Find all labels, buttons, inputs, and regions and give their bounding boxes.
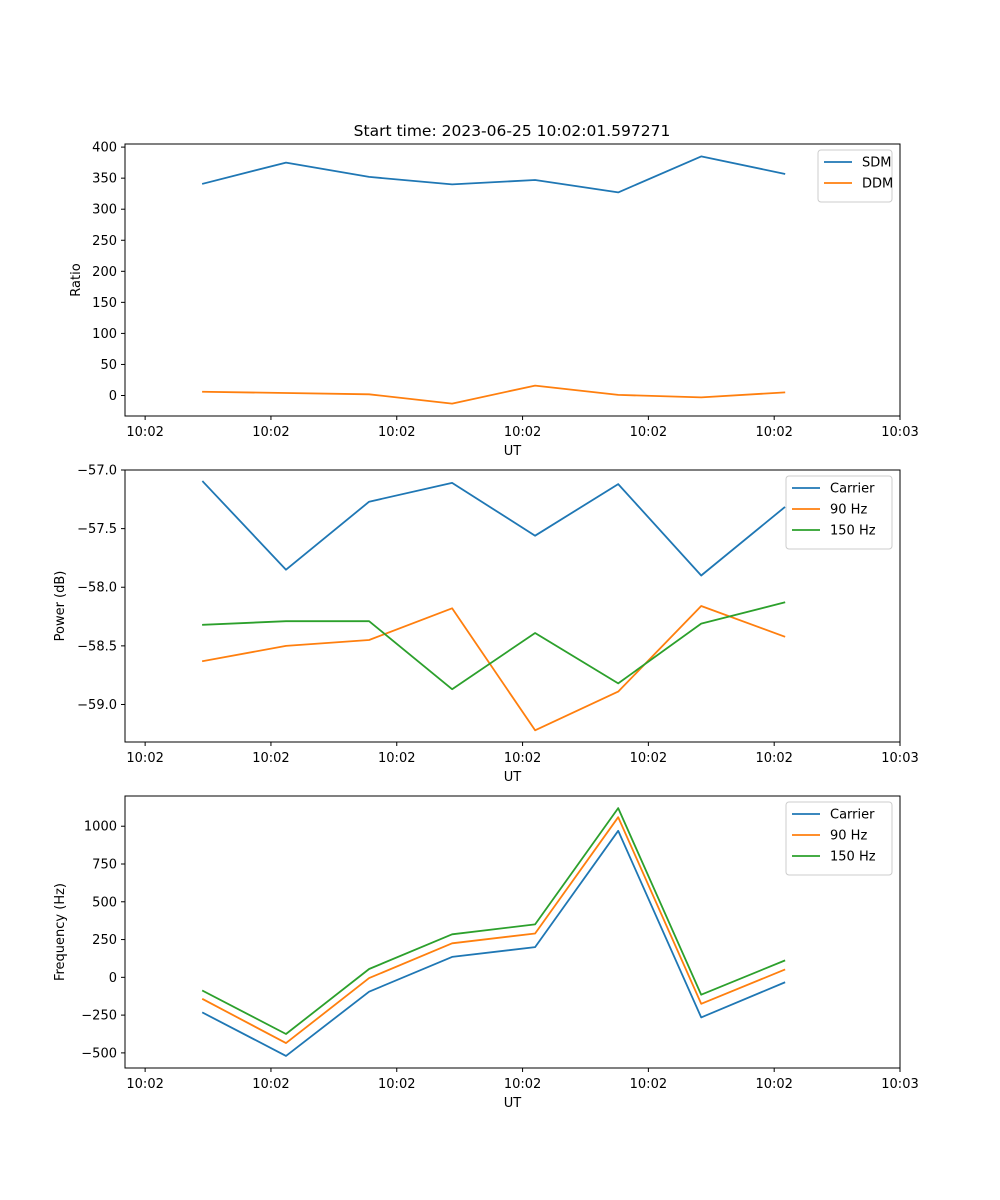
y-axis-label: Ratio [69, 263, 84, 296]
x-tick-label: 10:02 [755, 425, 792, 440]
y-tick-label: 300 [92, 203, 117, 218]
legend-entry: Carrier [830, 482, 875, 497]
axes-frame [124, 795, 901, 1069]
legend: Carrier 90 Hz 150 Hz [785, 801, 893, 876]
series-line-carrier [201, 480, 786, 577]
x-tick-label: 10:02 [252, 1077, 289, 1092]
x-tick-label: 10:02 [630, 751, 667, 766]
x-tick-label: 10:02 [630, 425, 667, 440]
legend-entry: 90 Hz [830, 829, 867, 844]
series-line-150-hz [202, 601, 786, 691]
x-axis-label: UT [504, 1096, 522, 1111]
x-tick-label: 10:02 [252, 751, 289, 766]
y-tick-label: −57.0 [77, 464, 117, 479]
panels: 10:02 10:02 10:02 10:02 10:02 10:02 10:03 0 50 10… [53, 141, 919, 1111]
y-tick-label: −59.0 [77, 698, 117, 713]
series-line-150-hz [201, 807, 786, 1035]
x-tick-label: 10:02 [378, 425, 415, 440]
y-tick-label: −250 [81, 1009, 117, 1024]
y-tick-label: −57.5 [77, 522, 117, 537]
y-tick-label: 150 [92, 296, 117, 311]
y-tick-label: 400 [92, 141, 117, 156]
x-tick-label: 10:03 [881, 425, 918, 440]
y-tick-label: 0 [109, 389, 117, 404]
x-tick-label: 10:02 [504, 425, 541, 440]
x-tick-label: 10:02 [378, 1077, 415, 1092]
x-axis-label: UT [504, 770, 522, 785]
legend-entry: 150 Hz [830, 524, 876, 539]
x-tick-label: 10:02 [630, 1077, 667, 1092]
legend-entry: SDM [862, 156, 891, 171]
axes-frame [124, 469, 901, 743]
chart-title: Start time: 2023-06-25 10:02:01.597271 [354, 122, 671, 140]
series-line-sdm [201, 155, 786, 194]
y-tick-label: 100 [92, 327, 117, 342]
legend: Carrier 90 Hz 150 Hz [785, 475, 893, 550]
panel-1: 10:02 10:02 10:02 10:02 10:02 10:02 10:03 0 50 10… [69, 141, 919, 459]
legend-entry: 150 Hz [830, 850, 876, 865]
y-tick-label: −500 [81, 1046, 117, 1061]
y-tick-label: 500 [92, 895, 117, 910]
y-tick-label: −58.5 [77, 639, 117, 654]
series-line-90-hz [201, 816, 786, 1044]
x-tick-label: 10:02 [252, 425, 289, 440]
x-tick-label: 10:02 [126, 751, 163, 766]
panel-3: 10:02 10:02 10:02 10:02 10:02 10:02 10:03 −500 −… [53, 795, 919, 1111]
legend: SDM DDM [817, 149, 893, 203]
y-axis-label: Frequency (Hz) [53, 883, 68, 981]
y-tick-label: 350 [92, 172, 117, 187]
y-tick-label: 200 [92, 265, 117, 280]
x-tick-label: 10:02 [504, 751, 541, 766]
y-tick-label: −58.0 [77, 581, 117, 596]
panel-2: 10:02 10:02 10:02 10:02 10:02 10:02 10:03 −59.0… [53, 464, 919, 786]
legend-box [817, 149, 893, 203]
series-line-90-hz [201, 605, 786, 732]
legend-entry: 90 Hz [830, 503, 867, 518]
y-tick-label: 750 [92, 858, 117, 873]
y-tick-label: 1000 [84, 820, 117, 835]
y-tick-label: 250 [92, 933, 117, 948]
series-line-carrier [201, 829, 786, 1057]
axes-frame [124, 143, 901, 417]
x-tick-label: 10:02 [504, 1077, 541, 1092]
y-tick-label: 0 [109, 971, 117, 986]
y-axis-label: Power (dB) [53, 571, 68, 642]
y-tick-label: 250 [92, 234, 117, 249]
x-tick-label: 10:02 [755, 1077, 792, 1092]
x-tick-label: 10:03 [881, 751, 918, 766]
x-tick-label: 10:02 [126, 1077, 163, 1092]
series-line-ddm [202, 384, 786, 405]
legend-entry: Carrier [830, 808, 875, 823]
x-tick-label: 10:02 [755, 751, 792, 766]
y-tick-label: 50 [100, 358, 117, 373]
x-axis-label: UT [504, 444, 522, 459]
legend-entry: DDM [862, 177, 893, 192]
x-tick-label: 10:03 [881, 1077, 918, 1092]
x-tick-label: 10:02 [126, 425, 163, 440]
x-tick-label: 10:02 [378, 751, 415, 766]
